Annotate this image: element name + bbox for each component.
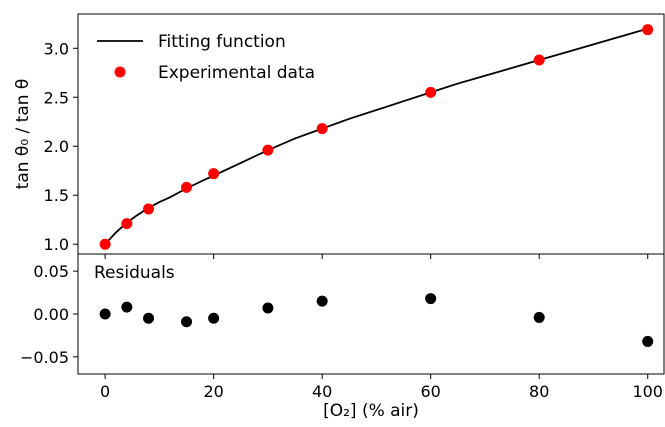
experimental-data-point (425, 87, 436, 98)
experimental-data-point (534, 55, 545, 66)
fit-y-tick-label: 1.5 (44, 186, 69, 205)
x-tick-label: 0 (100, 382, 110, 401)
x-tick-label: 100 (632, 382, 663, 401)
residual-point (143, 313, 154, 324)
residual-point (317, 296, 328, 307)
legend-marker-swatch (115, 67, 126, 78)
residual-point (534, 312, 545, 323)
fit-x-axis (105, 254, 648, 259)
fit-y-axis: 1.0 1.5 2.0 2.5 3.0 (44, 39, 78, 254)
x-tick-label: 40 (312, 382, 332, 401)
experimental-data-point (100, 239, 111, 250)
residuals-y-axis: 0.05 0.00 −0.05 (20, 262, 78, 367)
x-tick-label: 20 (203, 382, 223, 401)
residual-points (100, 293, 654, 347)
residual-point (121, 302, 132, 313)
legend: Fitting function Experimental data (97, 32, 315, 83)
experimental-data-point (642, 24, 653, 35)
residuals-y-tick-label: 0.05 (33, 262, 69, 281)
residual-point (208, 313, 219, 324)
residual-point (181, 316, 192, 327)
x-tick-label: 80 (529, 382, 549, 401)
residual-point (425, 293, 436, 304)
experimental-data-point (143, 203, 154, 214)
residual-point (642, 336, 653, 347)
fitting-function-line (105, 29, 648, 245)
residual-point (100, 309, 111, 320)
residuals-label: Residuals (94, 263, 175, 283)
fit-y-tick-label: 2.0 (44, 137, 69, 156)
x-axis-label: [O₂] (% air) (323, 401, 419, 421)
residuals-y-tick-label: −0.05 (20, 348, 69, 367)
residuals-x-axis: 0 20 40 60 80 100 (100, 374, 663, 401)
residuals-panel: 0.05 0.00 −0.05 0 20 40 60 80 100 Residuals [O₂… (20, 254, 664, 421)
legend-label-fitting-function: Fitting function (158, 32, 286, 52)
experimental-data-point (208, 168, 219, 179)
fit-y-tick-label: 3.0 (44, 39, 69, 58)
experimental-data-point (121, 218, 132, 229)
residual-point (262, 303, 273, 314)
experimental-data-point (317, 123, 328, 134)
experimental-data-points (100, 24, 654, 250)
fit-panel: 1.0 1.5 2.0 2.5 3.0 tan θ₀ / tan θ Fitting f… (13, 14, 664, 259)
residuals-y-tick-label: 0.00 (33, 305, 69, 324)
experimental-data-point (262, 145, 273, 156)
experimental-data-point (181, 182, 192, 193)
fit-y-tick-label: 2.5 (44, 88, 69, 107)
fit-y-axis-label: tan θ₀ / tan θ (13, 79, 33, 190)
legend-label-experimental-data: Experimental data (158, 63, 315, 83)
x-tick-label: 60 (421, 382, 441, 401)
fit-y-tick-label: 1.0 (44, 235, 69, 254)
